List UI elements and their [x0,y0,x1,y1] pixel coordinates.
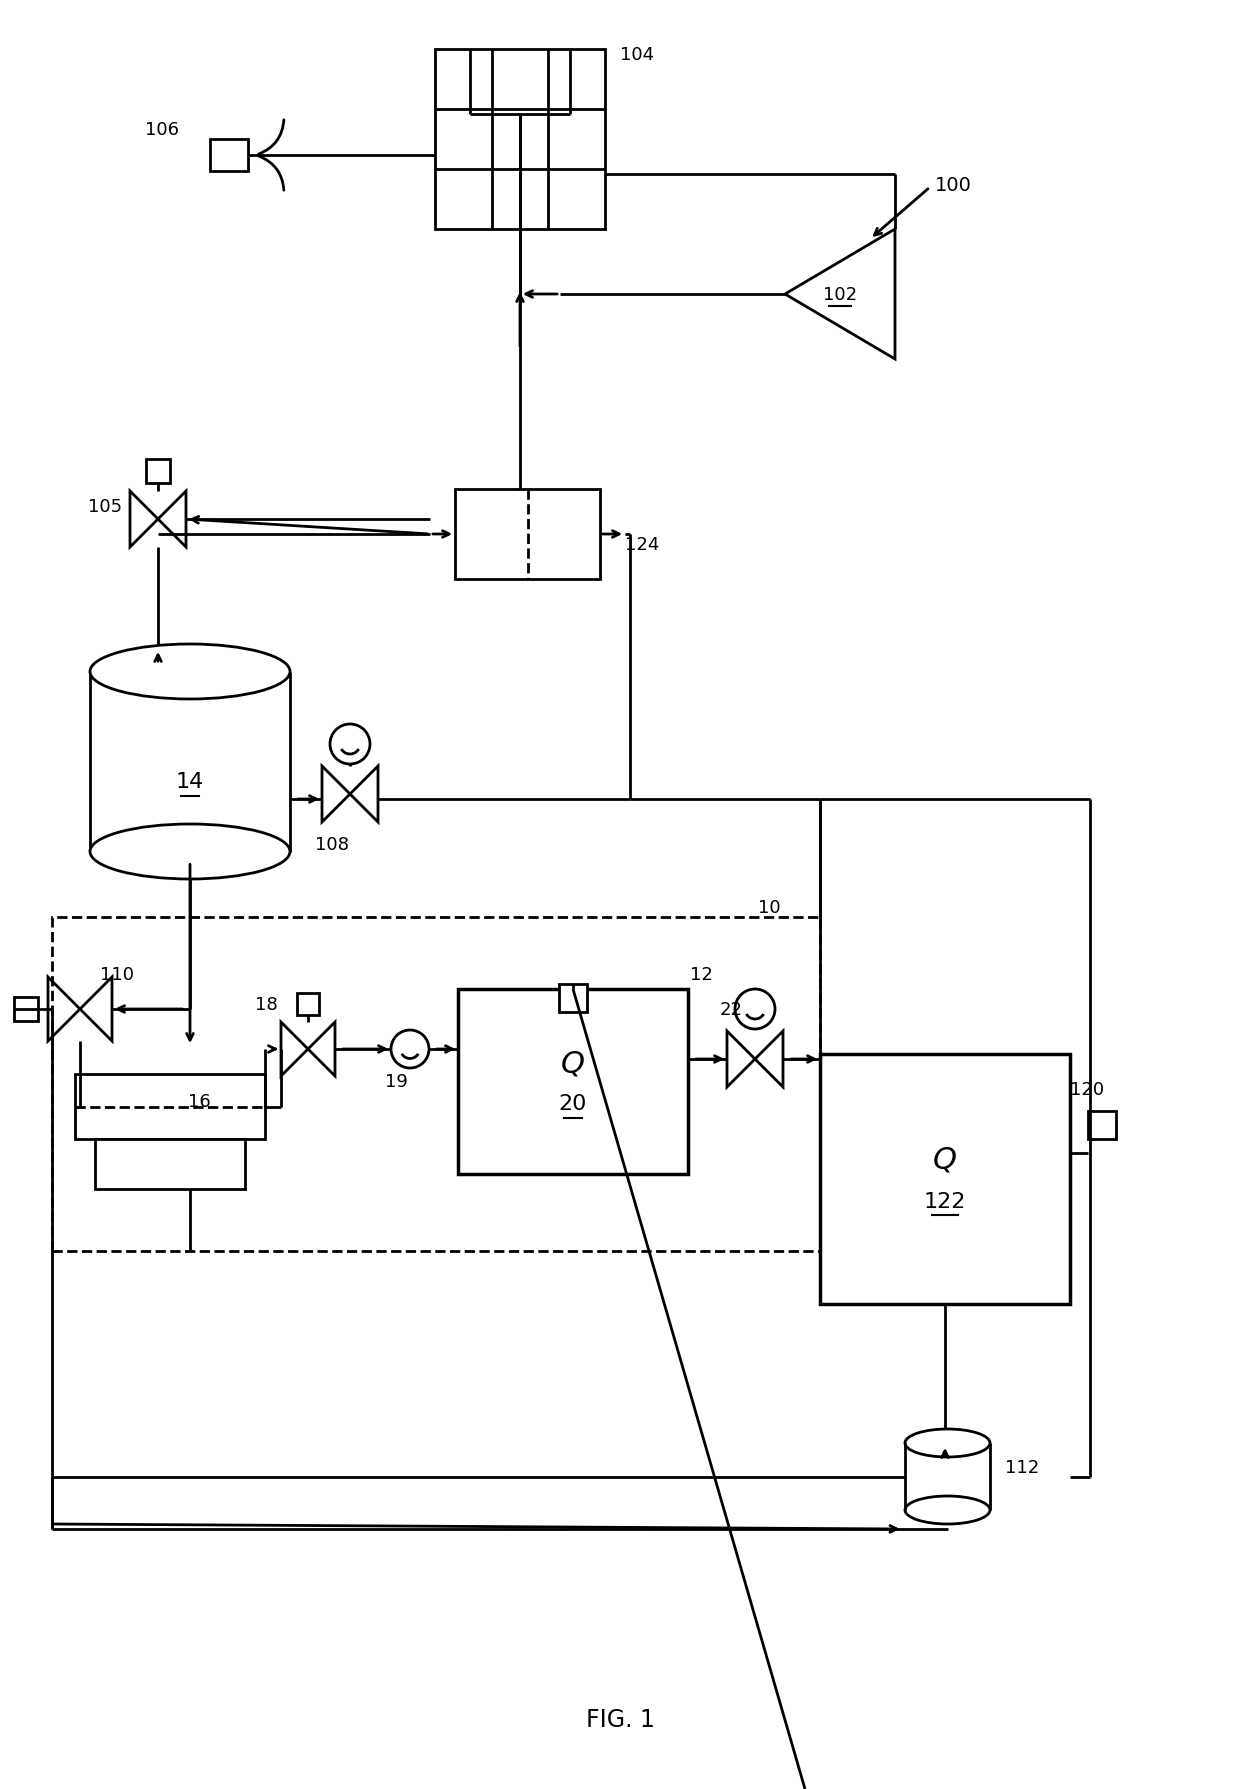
Text: Q: Q [932,1145,957,1174]
Ellipse shape [91,825,290,880]
Bar [820,1054,1070,1304]
Bar [298,993,319,1016]
Text: 110: 110 [100,966,134,984]
Bar [455,490,600,580]
Bar [435,50,605,229]
Ellipse shape [91,644,290,699]
Text: 12: 12 [689,966,713,984]
Bar [1087,1111,1116,1140]
Bar [458,989,688,1174]
Text: Q: Q [560,1050,585,1079]
Text: 124: 124 [625,535,660,553]
Text: 20: 20 [559,1093,588,1115]
Bar [210,140,248,172]
Text: 14: 14 [176,773,205,793]
Text: 120: 120 [1070,1081,1104,1098]
Text: 122: 122 [924,1191,966,1211]
Text: 16: 16 [188,1093,211,1111]
Text: 19: 19 [384,1072,408,1090]
Ellipse shape [905,1496,990,1524]
Bar [146,460,170,483]
Text: FIG. 1: FIG. 1 [585,1707,655,1732]
Text: 108: 108 [315,835,348,853]
Text: 100: 100 [935,175,972,195]
Bar [95,1140,246,1190]
Bar [14,998,38,1022]
Text: 112: 112 [1004,1458,1039,1476]
Text: 106: 106 [145,122,179,140]
Text: 104: 104 [620,47,655,64]
Text: 105: 105 [88,497,122,515]
Bar [74,1075,265,1140]
Text: 18: 18 [255,995,278,1013]
Bar [52,918,820,1251]
Bar [559,984,587,1013]
Text: 10: 10 [758,898,781,916]
Text: 22: 22 [720,1000,743,1018]
Text: 102: 102 [823,286,857,304]
Ellipse shape [905,1429,990,1458]
